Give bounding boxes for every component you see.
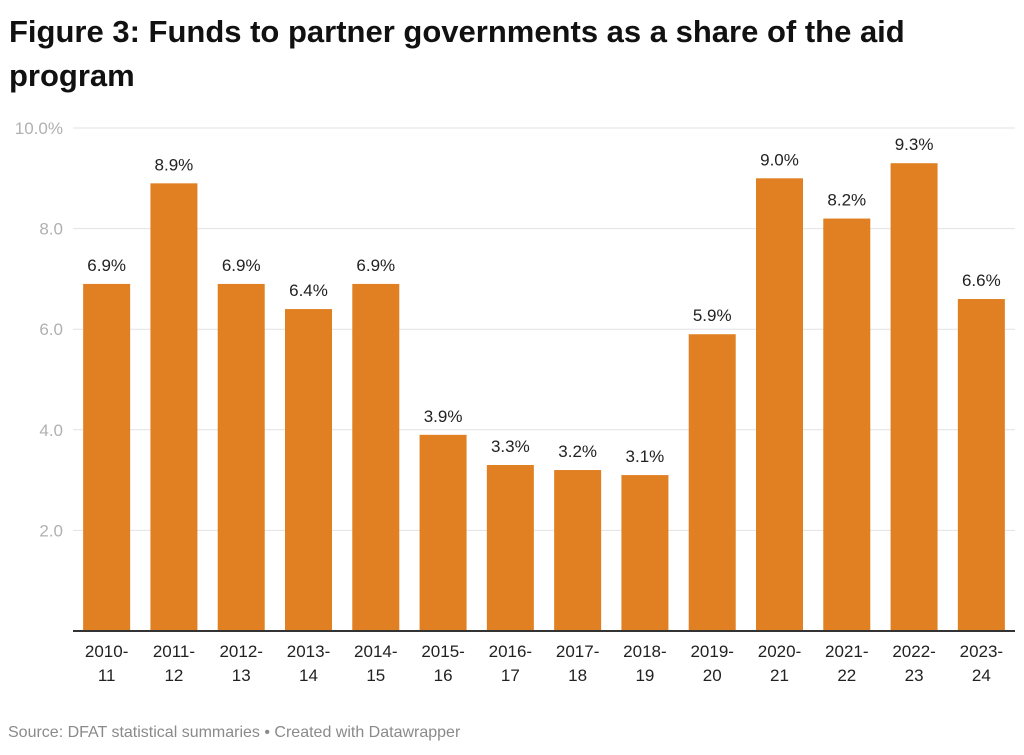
bar (217, 283, 265, 631)
data-label: 5.9% (693, 306, 732, 325)
x-tick-label: 15 (366, 666, 385, 685)
data-label: 8.2% (827, 191, 866, 210)
x-tick-label: 2023- (960, 642, 1003, 661)
y-tick-label: 6.0 (39, 320, 63, 339)
bar (957, 299, 1005, 631)
x-tick-label: 16 (434, 666, 453, 685)
x-tick-label: 18 (568, 666, 587, 685)
x-tick-label: 2022- (892, 642, 935, 661)
bar (688, 334, 736, 631)
x-tick-label: 2011- (153, 642, 195, 661)
x-tick-label: 19 (635, 666, 654, 685)
x-tick-label: 17 (501, 666, 520, 685)
x-tick-label: 13 (232, 666, 251, 685)
bar (890, 163, 938, 631)
x-tick-label: 2012- (219, 642, 262, 661)
data-label: 6.9% (87, 256, 126, 275)
x-tick-label: 2010- (85, 642, 128, 661)
data-label: 6.6% (962, 271, 1001, 290)
bar (823, 218, 871, 632)
bar (83, 283, 131, 631)
x-tick-label: 11 (98, 666, 116, 685)
data-label: 3.2% (558, 442, 597, 461)
y-tick-label: 2.0 (39, 521, 63, 540)
x-tick-label: 2014- (354, 642, 397, 661)
x-tick-label: 2013- (287, 642, 330, 661)
data-label: 3.9% (424, 407, 463, 426)
x-tick-label: 2021- (825, 642, 868, 661)
bar (352, 283, 400, 631)
y-tick-label: 4.0 (39, 421, 63, 440)
x-tick-label: 14 (299, 666, 318, 685)
bar (621, 475, 669, 631)
x-tick-label: 21 (770, 666, 789, 685)
data-label: 3.3% (491, 437, 530, 456)
data-label: 6.9% (222, 256, 261, 275)
bar (419, 434, 467, 631)
x-tick-label: 2017- (556, 642, 599, 661)
x-tick-label: 20 (703, 666, 722, 685)
data-label: 6.4% (289, 281, 328, 300)
x-tick-label: 12 (164, 666, 183, 685)
source-footer: Source: DFAT statistical summaries • Cre… (8, 724, 461, 741)
y-tick-label: 8.0 (39, 220, 63, 239)
x-tick-label: 2016- (489, 642, 532, 661)
bar (486, 465, 534, 631)
bar (150, 183, 198, 631)
data-label: 9.3% (895, 135, 934, 154)
bar (285, 309, 332, 631)
bar (756, 178, 803, 632)
bar-chart: 2.0 4.0 6.0 8.0 10.0% 6.9% 2010- 11 8.9% 2011- 12 6… (15, 119, 1015, 685)
x-tick-label: 2020- (758, 642, 801, 661)
x-tick-label: 22 (837, 666, 856, 685)
bar (554, 470, 602, 631)
x-tick-label: 2019- (690, 642, 733, 661)
data-label: 8.9% (155, 155, 194, 174)
data-label: 9.0% (760, 150, 799, 169)
x-tick-label: 2015- (421, 642, 464, 661)
x-tick-label: 2018- (623, 642, 666, 661)
x-tick-label: 24 (972, 666, 991, 685)
data-label: 3.1% (626, 447, 665, 466)
chart-title: Figure 3: Funds to partner governments a… (9, 14, 905, 93)
y-tick-label: 10.0% (15, 119, 63, 138)
data-label: 6.9% (356, 256, 395, 275)
x-tick-label: 23 (905, 666, 924, 685)
